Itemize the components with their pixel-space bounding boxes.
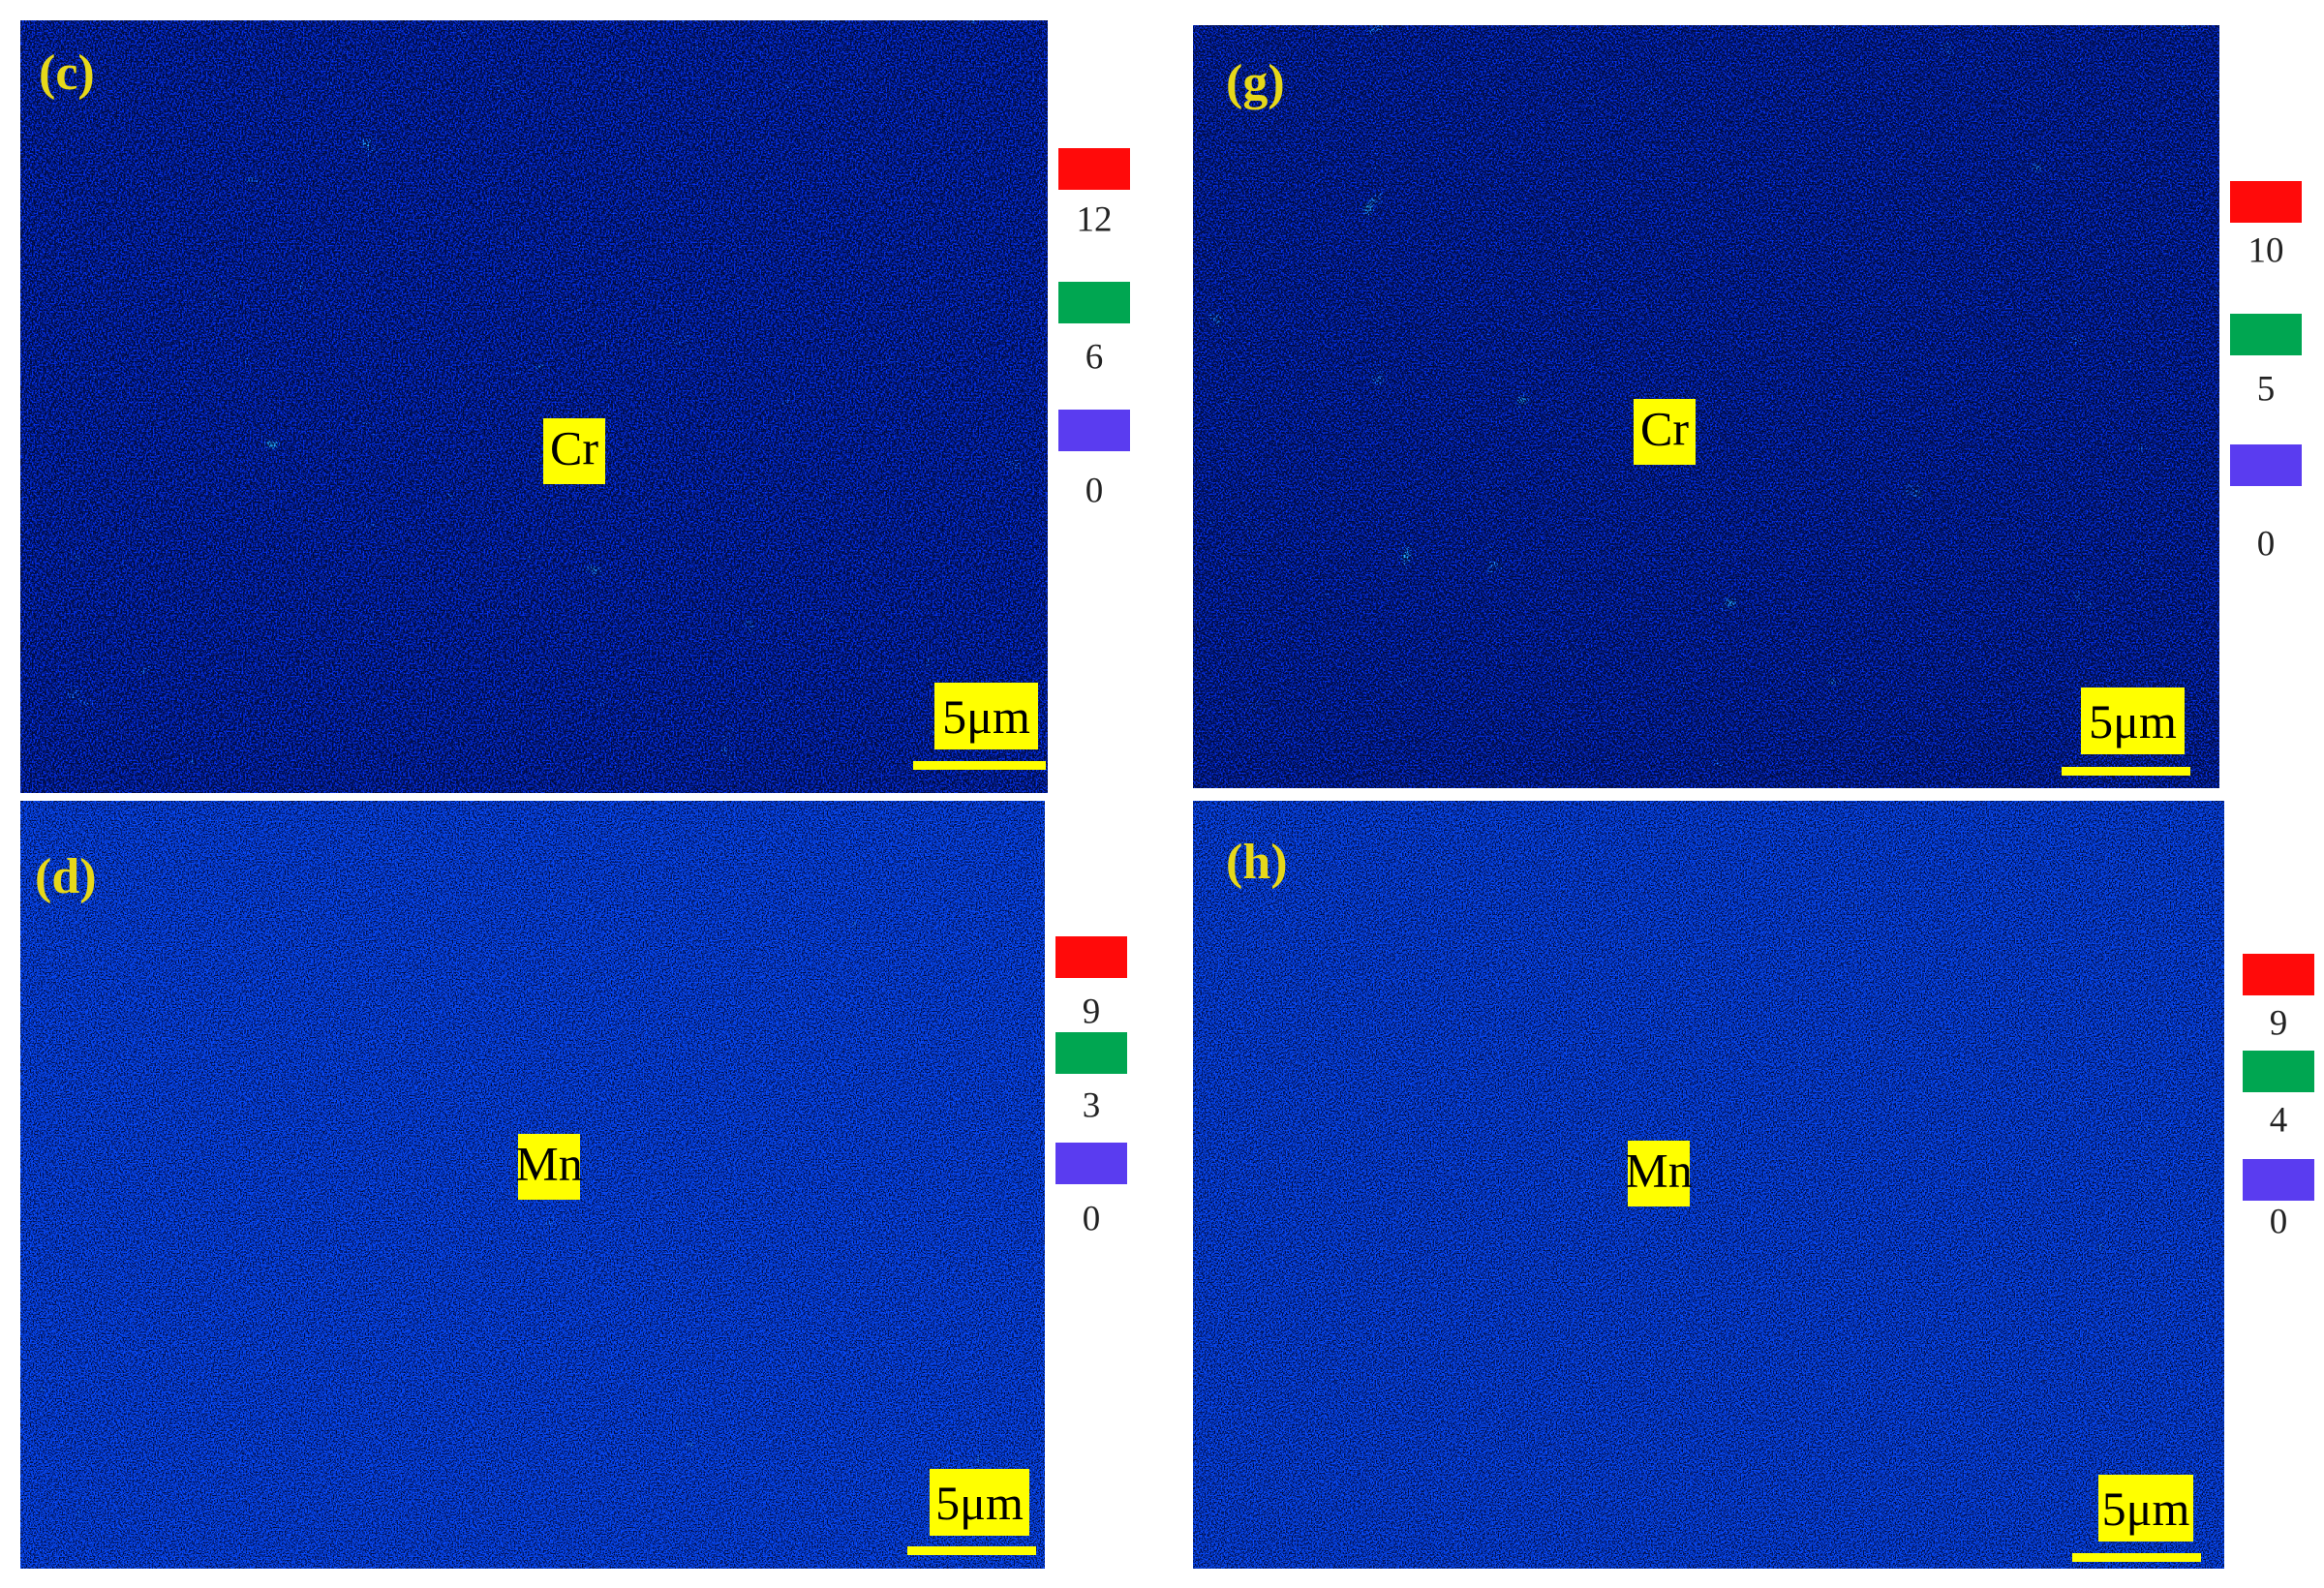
- color-swatch: [2243, 1159, 2314, 1201]
- element-label: Cr: [550, 420, 598, 474]
- panel-label: (h): [1226, 835, 1288, 890]
- scale-bar-box: [2098, 1475, 2193, 1542]
- color-scale-value: 9: [2270, 1003, 2288, 1043]
- color-scale-value: 5: [2257, 369, 2276, 409]
- scale-bar-label: 5μm: [2089, 694, 2177, 748]
- color-scale-value: 3: [1083, 1085, 1101, 1125]
- color-swatch: [1055, 1032, 1127, 1074]
- panel-label: (c): [39, 46, 95, 101]
- color-scale-value: 4: [2270, 1100, 2288, 1140]
- element-label-box: [518, 1134, 580, 1200]
- scale-bar-box: [934, 683, 1038, 749]
- color-scale-value: 10: [2248, 230, 2284, 270]
- color-swatch: [2243, 954, 2314, 995]
- color-swatch: [1055, 1143, 1127, 1184]
- color-scale-value: 6: [1086, 337, 1104, 377]
- color-swatch: [1058, 282, 1130, 323]
- map-texture: [20, 20, 1048, 793]
- scale-bar-box: [2081, 687, 2185, 754]
- color-scale-value: 12: [1077, 199, 1113, 239]
- element-label-box: [543, 418, 605, 484]
- map-texture: [1193, 801, 2224, 1569]
- map-texture: [1193, 25, 2219, 788]
- panel-label: (g): [1226, 55, 1285, 110]
- map-panel: (c) Cr 5μm 12 6 0: [20, 20, 1130, 793]
- scale-bar: [907, 1546, 1036, 1555]
- color-swatch: [2230, 314, 2302, 355]
- element-label: Cr: [1640, 401, 1689, 455]
- scale-bar-label: 5μm: [935, 1476, 1024, 1530]
- color-swatch: [2243, 1051, 2314, 1092]
- color-swatch: [2230, 444, 2302, 486]
- element-label-box: [1634, 399, 1696, 465]
- color-scale-value: 9: [1083, 992, 1101, 1031]
- map-panel: (d) Mn 5μm 9 3 0: [20, 801, 1127, 1569]
- scale-bar: [2062, 767, 2190, 776]
- scale-bar-label: 5μm: [942, 689, 1030, 744]
- element-label-box: [1628, 1141, 1690, 1206]
- panel-label: (d): [35, 849, 97, 904]
- element-label: Mn: [1625, 1143, 1692, 1197]
- color-scale-value: 0: [2270, 1202, 2288, 1241]
- color-swatch: [2230, 181, 2302, 223]
- scale-bar-box: [930, 1469, 1029, 1536]
- scale-bar-label: 5μm: [2102, 1481, 2190, 1536]
- color-scale-value: 0: [1086, 471, 1104, 510]
- map-panel: (g) Cr 5μm 10 5 0: [1193, 25, 2302, 788]
- scale-bar: [913, 761, 1046, 770]
- color-swatch: [1055, 936, 1127, 978]
- scale-bar: [2072, 1553, 2201, 1562]
- color-swatch: [1058, 148, 1130, 190]
- color-scale-value: 0: [1083, 1199, 1101, 1238]
- element-label: Mn: [515, 1136, 582, 1190]
- color-swatch: [1058, 410, 1130, 451]
- color-scale-value: 0: [2257, 524, 2276, 564]
- map-panel: (h) Mn 5μm 9 4 0: [1193, 801, 2314, 1569]
